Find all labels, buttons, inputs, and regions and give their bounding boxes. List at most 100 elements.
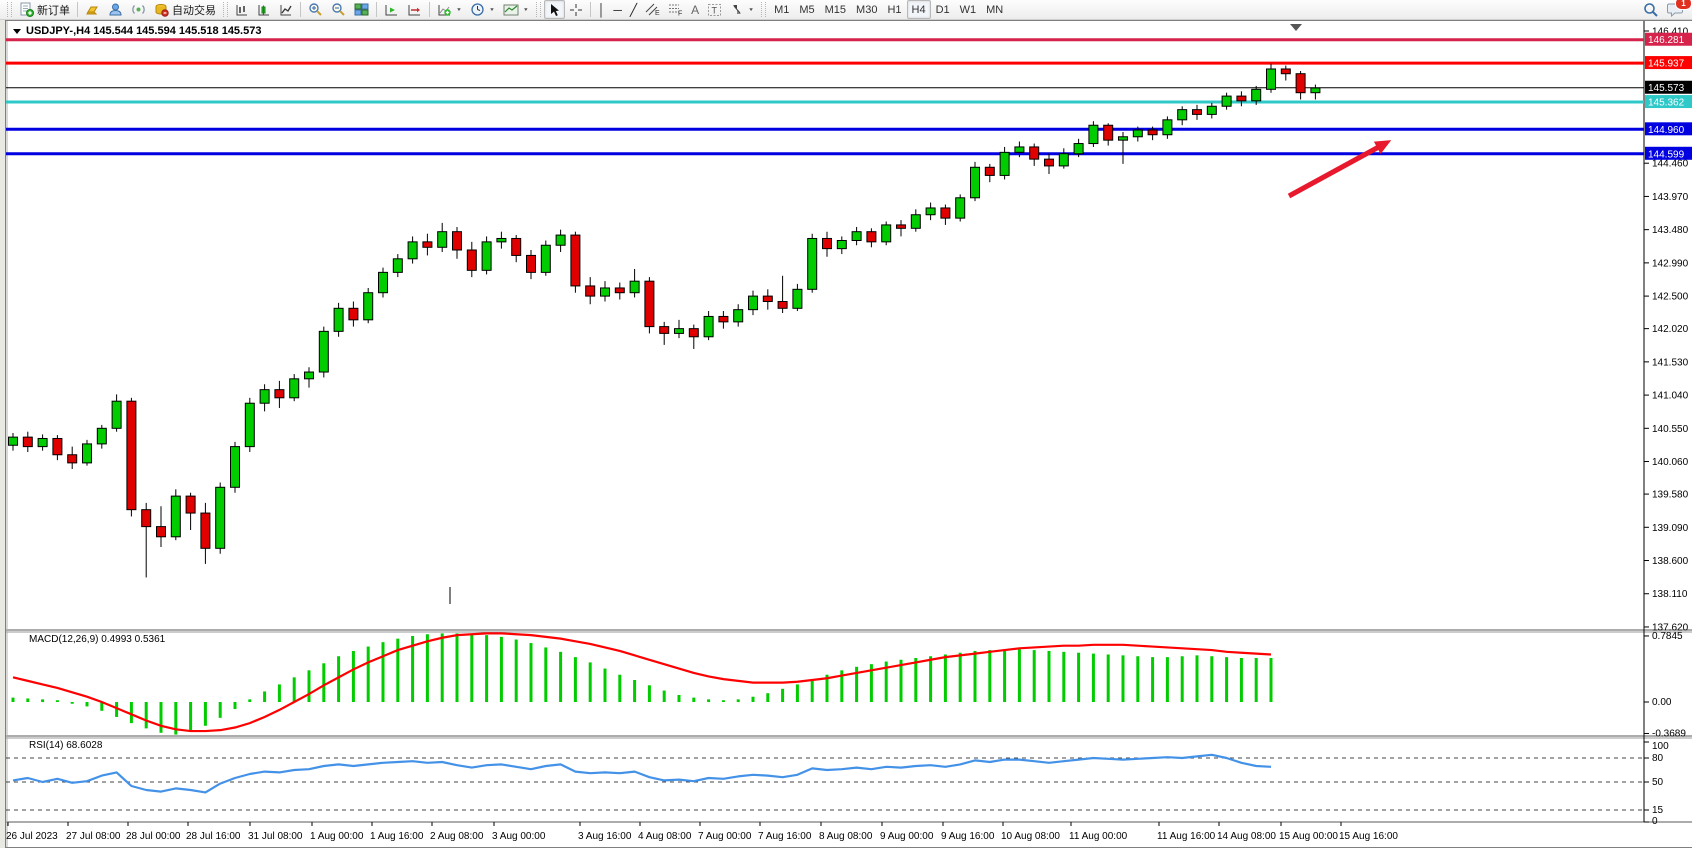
arrows-tool-button[interactable]: ▼ [726,0,758,19]
candle [392,258,403,273]
svg-text:0.00: 0.00 [1652,697,1672,708]
svg-text:144.599: 144.599 [1648,149,1685,160]
candle [614,287,625,294]
timeframe-button-m15[interactable]: M15 [824,3,847,16]
candle [762,295,773,303]
candle [1206,105,1217,115]
timeframe-button-w1[interactable]: W1 [959,3,977,16]
candle [481,241,492,271]
chart-line-button[interactable] [275,0,297,19]
candle [1044,158,1054,167]
toolbar-grip[interactable] [7,2,12,17]
candle [289,378,300,399]
candle [1103,124,1114,141]
candle [156,526,166,538]
timeframe-button-h1[interactable]: H1 [887,3,902,16]
svg-text:137.620: 137.620 [1652,622,1689,633]
timeframe-button-m30[interactable]: M30 [856,3,878,16]
timeframe-button-m1[interactable]: M1 [774,3,790,16]
text-button[interactable]: A [687,0,703,19]
chart-shift-marker[interactable] [1290,24,1302,31]
horizontal-line-button[interactable]: ─ [609,0,626,19]
toolbar-grip[interactable] [535,2,541,17]
main-toolbar: 新订单 自动交易 [0,0,1692,20]
candle [1029,146,1040,160]
pane-frames [6,21,1692,847]
chart-bars-button[interactable] [231,0,253,19]
candle [555,234,566,246]
toolbar-grip[interactable] [761,2,767,17]
candle [955,197,966,219]
crosshair-button[interactable] [565,0,587,19]
time-label: 3 Aug 00:00 [492,831,546,842]
price-badge [1645,56,1692,70]
candle [452,231,462,251]
toolbar-grip[interactable] [223,2,228,17]
svg-text:-0.3689: -0.3689 [1652,728,1686,739]
chart-shift-button[interactable] [403,0,426,19]
templates-icon [503,4,519,15]
vertical-line-icon: │ [597,2,606,17]
candle [970,166,980,199]
indicators-button[interactable]: ▼ [433,0,466,19]
svg-text:0: 0 [1652,816,1658,827]
periods-button[interactable]: ▼ [466,0,499,19]
trendline-button[interactable]: ╱ [626,0,641,19]
zoom-out-button[interactable] [327,0,350,19]
price-chart-canvas[interactable]: 146.410 144.460 143.970 143.480 142.990 142.5… [6,21,1692,847]
timeframe-button-mn[interactable]: MN [986,3,1004,16]
cursor-icon [550,3,559,16]
auto-scroll-button[interactable] [380,0,403,19]
web-terminal-icon [109,3,122,16]
arrow-shaft[interactable] [1287,140,1388,199]
candle [1073,143,1084,155]
svg-text:142.990: 142.990 [1652,258,1689,269]
candle [8,436,18,446]
tile-windows-icon [354,3,369,16]
svg-text:15: 15 [1652,805,1664,816]
candle [304,371,314,380]
cursor-button[interactable] [543,0,565,19]
autotrade-button[interactable]: 自动交易 [150,0,220,19]
search-button[interactable] [1639,0,1663,19]
svg-text:141.040: 141.040 [1652,391,1689,402]
separator [376,2,377,17]
chat-button[interactable]: 1 [1663,0,1692,19]
channel-button[interactable]: E [641,0,664,19]
candle [1192,109,1202,115]
fibonacci-button[interactable]: F [664,0,687,19]
candle [777,301,788,309]
timeframe-button-d1[interactable]: D1 [935,3,950,16]
chevron-down-icon: ▼ [488,7,495,12]
chart-candles-button[interactable] [253,0,275,19]
candle [511,237,522,256]
svg-text:140.060: 140.060 [1652,457,1689,468]
candle [733,309,744,323]
candle [348,307,359,321]
tile-windows-button[interactable] [350,0,373,19]
templates-button[interactable]: ▼ [499,0,533,19]
time-label: 15 Aug 16:00 [1339,831,1398,842]
text-label-button[interactable]: T [703,0,726,19]
timeframe-button-h4[interactable]: H4 [906,0,931,19]
candle [585,285,596,297]
gold-icon [86,6,98,15]
candle [215,486,226,549]
candle [274,389,285,399]
svg-text:146.410: 146.410 [1652,27,1689,38]
zoom-in-button[interactable] [304,0,327,19]
time-label: 9 Aug 16:00 [941,831,995,842]
horizontal-line-icon: ─ [613,2,622,17]
timeframe-button-m5[interactable]: M5 [799,3,815,16]
signals-button[interactable] [127,0,150,19]
time-label: 1 Aug 00:00 [310,831,364,842]
new-order-button[interactable]: 新订单 [15,0,74,19]
candle [674,328,684,334]
candle [910,214,921,229]
candle [496,237,507,243]
candles-series [8,63,1321,578]
vertical-line-button[interactable]: │ [594,0,610,19]
svg-text:145.937: 145.937 [1648,59,1685,70]
gold-button[interactable] [81,0,104,19]
web-terminal-button[interactable] [104,0,127,19]
